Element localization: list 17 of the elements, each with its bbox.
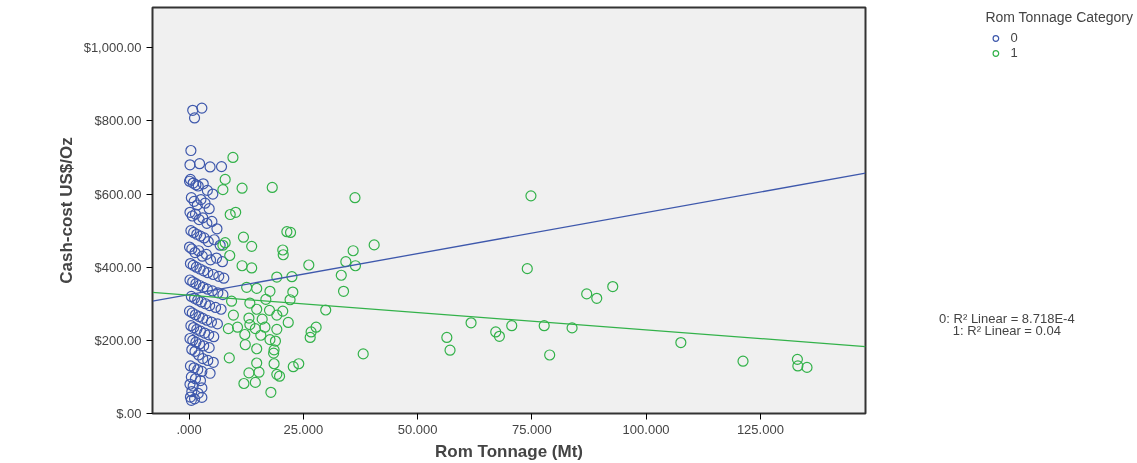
legend-label: 0: [1010, 30, 1019, 45]
legend-title: Rom Tonnage Category: [985, 9, 1133, 25]
x-tick-label: 125.000: [736, 421, 784, 437]
x-tick-label: 75.000: [511, 421, 552, 437]
y-tick-label: $.00: [116, 406, 142, 421]
y-tick-label: $600.00: [94, 186, 142, 202]
x-axis-title: Rom Tonnage (Mt): [435, 441, 583, 461]
x-tick-label: 50.000: [397, 421, 438, 437]
y-axis-title: Cash-cost US$/Oz: [56, 137, 76, 284]
y-tick-label: $800.00: [94, 113, 142, 129]
legend-label: 1: [1010, 45, 1019, 60]
x-tick-label: 25.000: [283, 421, 324, 437]
y-tick-label: $400.00: [94, 259, 142, 275]
y-tick-label: $1,000.00: [83, 40, 142, 56]
x-tick-label: 100.000: [622, 421, 670, 437]
y-tick-label: $200.00: [94, 332, 142, 348]
x-tick-label: .000: [176, 421, 202, 437]
